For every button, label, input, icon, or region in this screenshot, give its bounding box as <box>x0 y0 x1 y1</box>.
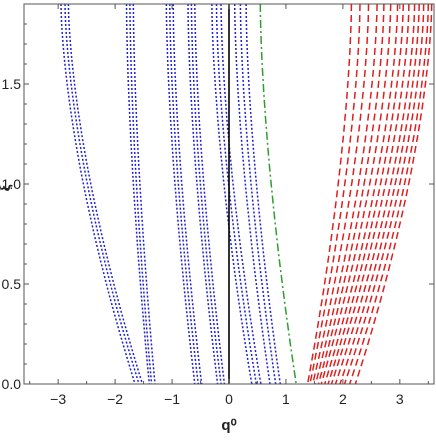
curve-dashed-3 <box>314 4 378 384</box>
curve-dashed-5 <box>320 4 392 384</box>
x-tick-label: −1 <box>164 391 180 407</box>
curve-dashed-13 <box>354 4 433 384</box>
y-tick-label: 0.5 <box>2 276 22 292</box>
y-tick-label: 1.0 <box>2 176 22 192</box>
curve-dotted-6 <box>165 4 196 384</box>
curve-dashed-11 <box>343 4 425 384</box>
curve-dotted-16 <box>239 4 277 384</box>
curve-dotted-14 <box>220 4 262 384</box>
x-axis-label: q⁰ <box>221 417 236 434</box>
curve-dashed-12 <box>348 4 430 384</box>
x-tick-label: 2 <box>339 391 347 407</box>
curve-dotted-5 <box>132 4 156 384</box>
y-axis-label: ξ <box>0 184 14 191</box>
curve-dotted-3 <box>125 4 151 384</box>
curve-dashed-10 <box>339 4 420 384</box>
axes-layer: −3 −2 −1 0 1 2 3 0.0 0.5 1.0 1.5 <box>2 3 435 407</box>
curve-dashed-9 <box>334 4 416 384</box>
curve-dotted-17 <box>245 4 282 384</box>
curve-dashdot-0 <box>259 4 297 384</box>
x-tick-label: 3 <box>396 391 404 407</box>
x-tick-label: 0 <box>225 391 233 407</box>
x-tick-label: 1 <box>282 391 290 407</box>
curve-dotted-11 <box>194 4 226 384</box>
curve-dashed-6 <box>323 4 399 384</box>
curve-dotted-15 <box>233 4 271 384</box>
y-tick-label: 0.0 <box>2 376 22 392</box>
x-tick-label: −2 <box>107 391 123 407</box>
curve-dotted-10 <box>190 4 222 384</box>
curve-dashed-4 <box>317 4 385 384</box>
curves-layer <box>60 4 433 384</box>
curve-dotted-7 <box>169 4 200 384</box>
curve-dotted-8 <box>172 4 203 384</box>
curve-dashed-0 <box>306 4 353 384</box>
x-tick-label: −3 <box>50 391 66 407</box>
curve-dashed-8 <box>330 4 410 384</box>
curve-dashed-1 <box>309 4 361 384</box>
curve-dotted-4 <box>129 4 153 384</box>
curve-dotted-9 <box>187 4 219 384</box>
y-tick-label: 1.5 <box>2 76 22 92</box>
curve-dashed-2 <box>311 4 370 384</box>
curve-dashed-7 <box>327 4 405 384</box>
